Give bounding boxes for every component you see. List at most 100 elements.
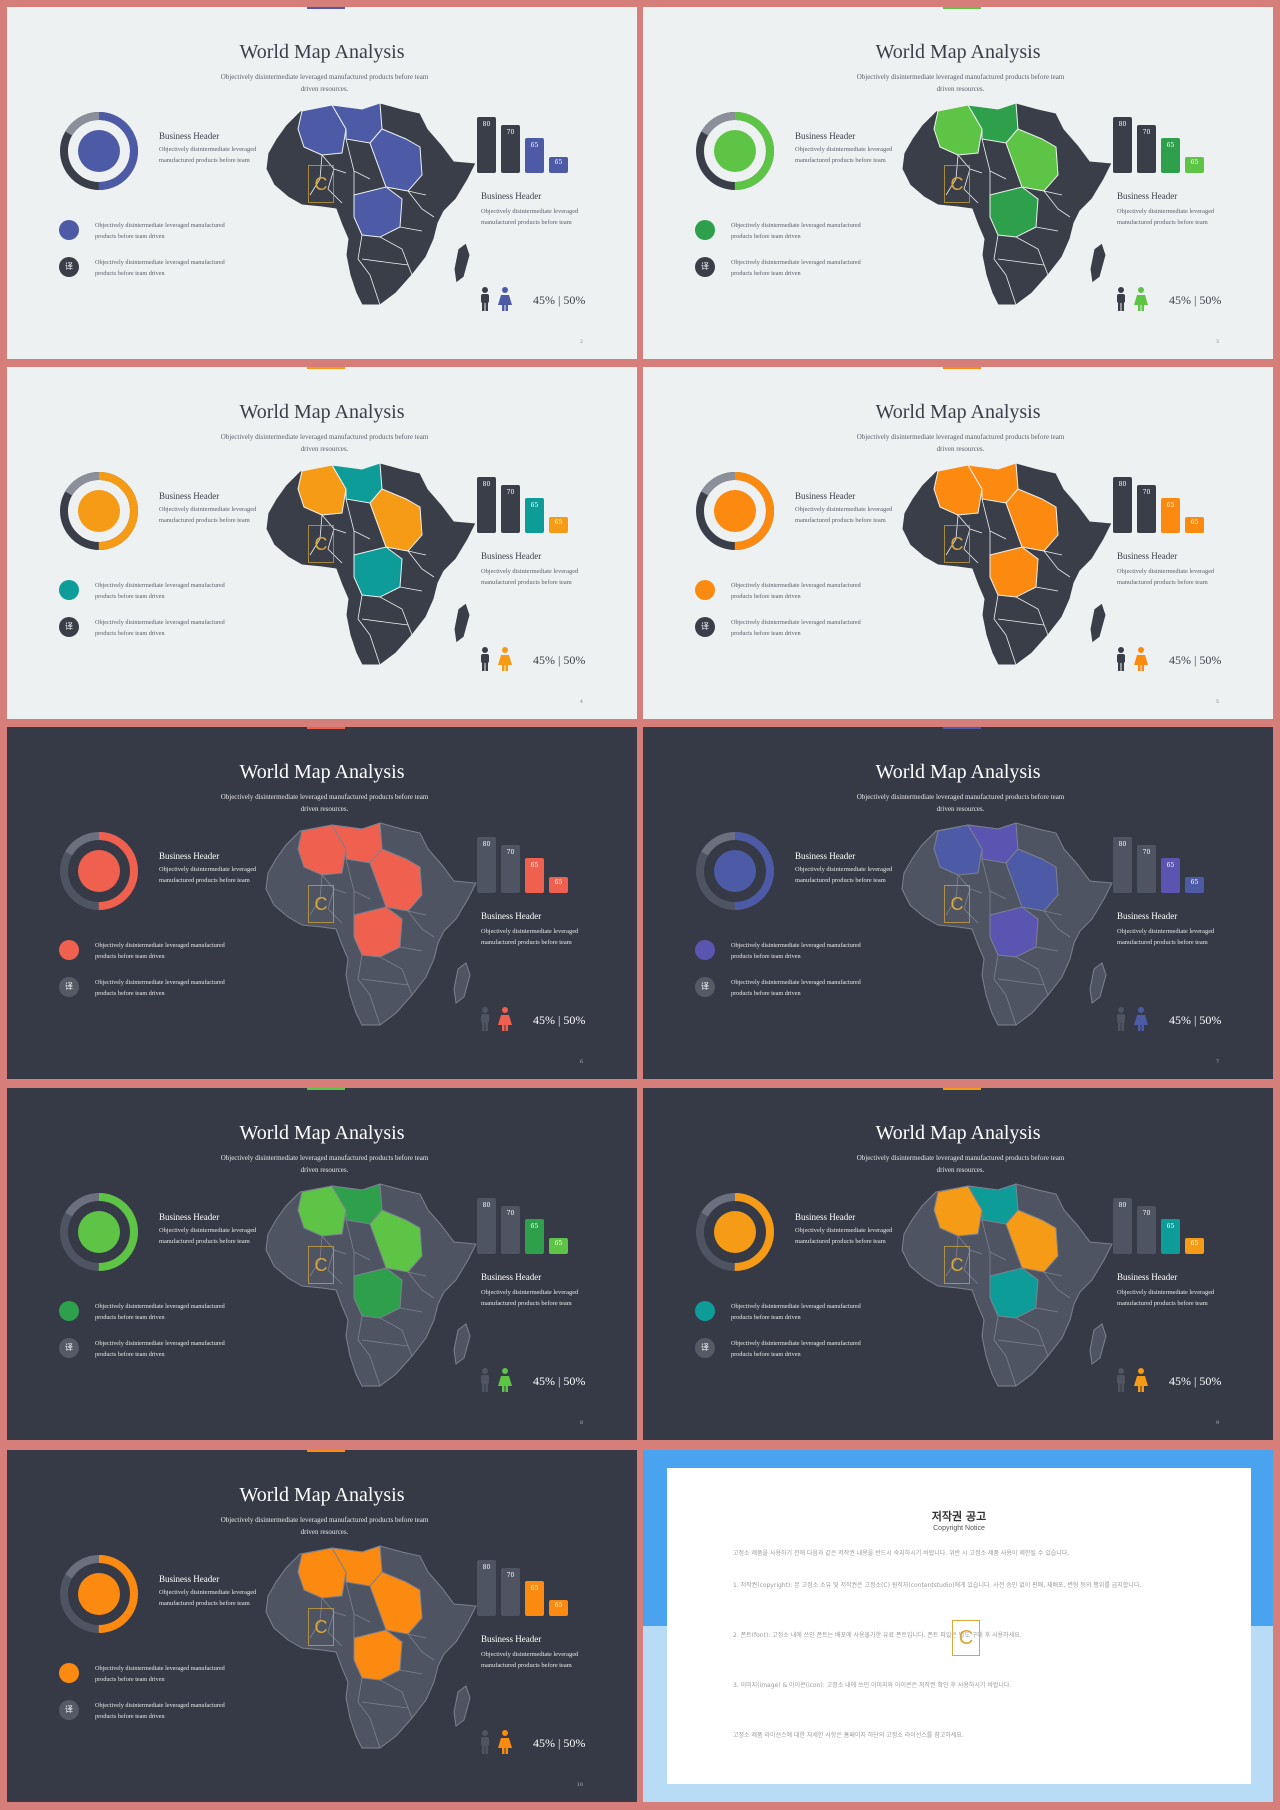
percentage-text: 45% | 50%	[533, 653, 586, 667]
top-accent-mark	[943, 367, 981, 369]
country-border	[963, 888, 979, 924]
bar-value-label: 65	[1190, 879, 1199, 887]
female-icon	[1134, 1007, 1148, 1031]
highlight-region	[353, 906, 403, 958]
bar-value-label: 70	[506, 1210, 515, 1218]
copyright-card: 저작권 공고 Copyright Notice 고정소 제품을 사용하기 전에 …	[667, 1468, 1251, 1784]
bar-value-label: 80	[1118, 1202, 1127, 1209]
business-description: Objectively disintermediate leveraged ma…	[159, 146, 257, 164]
country-border	[945, 874, 959, 916]
donut-center	[78, 850, 120, 892]
legend-description-2: Objectively disintermediate leveraged ma…	[95, 259, 225, 277]
bar-1: 80	[477, 837, 496, 893]
country-border	[357, 1315, 371, 1357]
page-number: 3	[1215, 339, 1219, 345]
africa-map	[265, 102, 477, 306]
brand-logo: C	[952, 1620, 980, 1656]
watermark-logo: C	[944, 525, 970, 563]
highlight-region	[1005, 1209, 1059, 1273]
donut-chart	[696, 1193, 774, 1271]
bar-chart: 80 70 65 65	[1113, 463, 1223, 533]
legend-description-2: Objectively disintermediate leveraged ma…	[95, 979, 225, 997]
bar-value-label: 65	[1166, 502, 1175, 510]
country-border	[1015, 596, 1049, 636]
business-description-right: Objectively disintermediate leveraged ma…	[1117, 208, 1215, 226]
country-border	[369, 994, 381, 1026]
business-description-right: Objectively disintermediate leveraged ma…	[1117, 568, 1215, 586]
top-accent-mark	[307, 367, 345, 369]
donut-chart	[696, 472, 774, 550]
legend-description-1: Objectively disintermediate leveraged ma…	[731, 222, 861, 240]
bar-value-label: 70	[506, 129, 515, 137]
legend-description-2: Objectively disintermediate leveraged ma…	[731, 1340, 861, 1358]
bar-value-label: 70	[1142, 849, 1151, 857]
highlight-region	[369, 128, 423, 192]
bar-3: 65	[525, 138, 544, 173]
africa-map	[901, 102, 1113, 306]
donut-center	[714, 850, 756, 892]
page-number: 6	[579, 1059, 583, 1065]
slide-subtitle: Objectively disintermediate leveraged ma…	[220, 1154, 429, 1174]
donut-chart	[696, 832, 774, 910]
bar-3: 65	[1161, 1219, 1180, 1254]
country-border	[1005, 1355, 1017, 1387]
page-number: 7	[1215, 1059, 1219, 1065]
country-border	[309, 1597, 323, 1639]
percentage-text: 45% | 50%	[533, 1013, 586, 1027]
business-description: Objectively disintermediate leveraged ma…	[795, 506, 893, 524]
bar-value-label: 80	[1118, 481, 1127, 488]
country-border	[945, 154, 959, 196]
bar-2: 70	[1137, 485, 1156, 533]
page-number: 5	[1215, 699, 1219, 705]
people-icons	[481, 1730, 512, 1754]
bar-4: 65	[1185, 877, 1204, 893]
country-border	[379, 236, 413, 276]
male-icon	[1117, 647, 1125, 671]
people-icons	[481, 647, 512, 671]
bar-1: 80	[1113, 837, 1132, 893]
bar-4: 65	[549, 877, 568, 893]
people-icons	[1117, 647, 1148, 671]
female-icon	[498, 647, 512, 671]
bar-1: 80	[1113, 1198, 1132, 1254]
percentage-text: 45% | 50%	[1169, 293, 1222, 307]
business-description: Objectively disintermediate leveraged ma…	[795, 146, 893, 164]
country-border	[1043, 1271, 1071, 1299]
bar-value-label: 65	[1166, 862, 1175, 870]
bar-1: 80	[1113, 117, 1132, 173]
legend-description-1: Objectively disintermediate leveraged ma…	[95, 942, 225, 960]
bar-chart: 80 70 65 65	[477, 823, 587, 893]
country-border	[309, 514, 323, 556]
legend-dot-accent	[59, 220, 79, 240]
highlight-region	[1005, 128, 1059, 192]
male-icon	[481, 287, 489, 311]
legend-description-2: Objectively disintermediate leveraged ma…	[731, 979, 861, 997]
donut-center	[78, 130, 120, 172]
highlight-region	[353, 1629, 403, 1681]
page-number: 2	[579, 339, 583, 345]
business-header: Business Header	[795, 491, 856, 501]
country-border	[963, 1249, 979, 1285]
watermark-logo: C	[308, 1608, 334, 1646]
male-icon	[1117, 287, 1125, 311]
business-description-right: Objectively disintermediate leveraged ma…	[1117, 928, 1215, 946]
slide-title: World Map Analysis	[875, 401, 1041, 423]
highlight-region	[989, 546, 1039, 598]
bar-3: 65	[525, 1219, 544, 1254]
donut-center	[78, 1573, 120, 1615]
business-header: Business Header	[795, 1212, 856, 1222]
legend-dot-accent	[59, 580, 79, 600]
madagascar	[453, 242, 471, 284]
male-icon	[481, 647, 489, 671]
male-icon	[481, 1368, 489, 1392]
legend-description-1: Objectively disintermediate leveraged ma…	[95, 1665, 225, 1683]
country-border	[963, 168, 979, 204]
business-header: Business Header	[795, 131, 856, 141]
bar-4: 65	[549, 157, 568, 173]
country-border	[1035, 1307, 1059, 1313]
bar-3: 65	[1161, 498, 1180, 533]
country-border	[379, 1679, 413, 1719]
bar-value-label: 65	[554, 519, 563, 527]
highlight-region	[353, 1267, 403, 1319]
people-icons	[1117, 1368, 1148, 1392]
